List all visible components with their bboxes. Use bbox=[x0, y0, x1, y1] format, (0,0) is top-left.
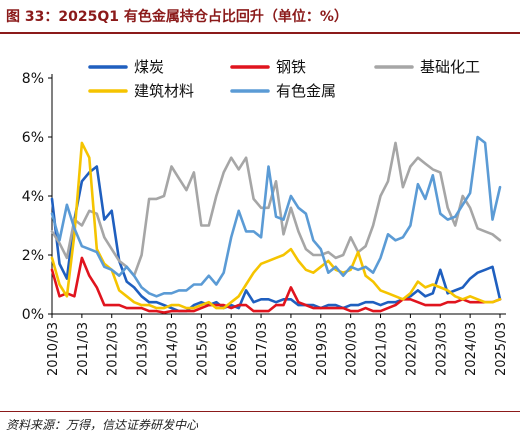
source-divider bbox=[0, 411, 520, 412]
x-tick-label: 2019/03 bbox=[315, 322, 330, 376]
x-tick-label: 2017/03 bbox=[255, 322, 270, 376]
y-tick-label: 6% bbox=[22, 130, 44, 146]
series-line-有色金属 bbox=[50, 135, 502, 298]
series-line-煤炭 bbox=[50, 165, 502, 313]
x-tick-label: 2011/03 bbox=[76, 322, 91, 376]
axes: 0% 2% 4% 6% 8% 2010/03 2011/03 2012/03 2013/03 20… bbox=[22, 71, 509, 376]
series-line-钢铁 bbox=[50, 256, 502, 314]
x-tick-label: 2014/03 bbox=[165, 322, 180, 376]
x-tick-label: 2015/03 bbox=[195, 322, 210, 376]
x-tick-label: 2016/03 bbox=[225, 322, 240, 376]
y-tick-label: 8% bbox=[22, 71, 44, 87]
x-tick-label: 2025/03 bbox=[494, 322, 509, 376]
x-tick-label: 2010/03 bbox=[46, 322, 61, 376]
x-tick-label: 2013/03 bbox=[136, 322, 151, 376]
x-tick-label: 2020/03 bbox=[345, 322, 360, 376]
legend-label: 建筑材料 bbox=[134, 82, 194, 100]
y-tick-label: 2% bbox=[22, 248, 44, 264]
source-note: 资料来源：万得，信达证券研发中心 bbox=[6, 418, 199, 432]
x-tick-label: 2012/03 bbox=[106, 322, 121, 376]
figure-title: 图 33：2025Q1 有色金属持仓占比回升（单位：%） bbox=[6, 9, 348, 25]
legend-label: 有色金属 bbox=[276, 82, 336, 100]
y-tick-label: 4% bbox=[22, 189, 44, 205]
series-lines bbox=[50, 135, 502, 314]
x-tick-label: 2022/03 bbox=[404, 322, 419, 376]
legend-label: 钢铁 bbox=[276, 58, 306, 76]
title-divider bbox=[0, 32, 520, 34]
x-tick-label: 2018/03 bbox=[285, 322, 300, 376]
x-tick-label: 2024/03 bbox=[464, 322, 479, 376]
x-tick-label: 2021/03 bbox=[375, 322, 390, 376]
series-line-建筑材料 bbox=[50, 141, 502, 310]
y-tick-label: 0% bbox=[22, 307, 44, 323]
legend-label: 基础化工 bbox=[420, 58, 480, 76]
x-tick-label: 2023/03 bbox=[434, 322, 449, 376]
line-chart: 0% 2% 4% 6% 8% 2010/03 2011/03 2012/03 2013/03 20… bbox=[22, 58, 509, 376]
legend-label: 煤炭 bbox=[134, 58, 164, 76]
